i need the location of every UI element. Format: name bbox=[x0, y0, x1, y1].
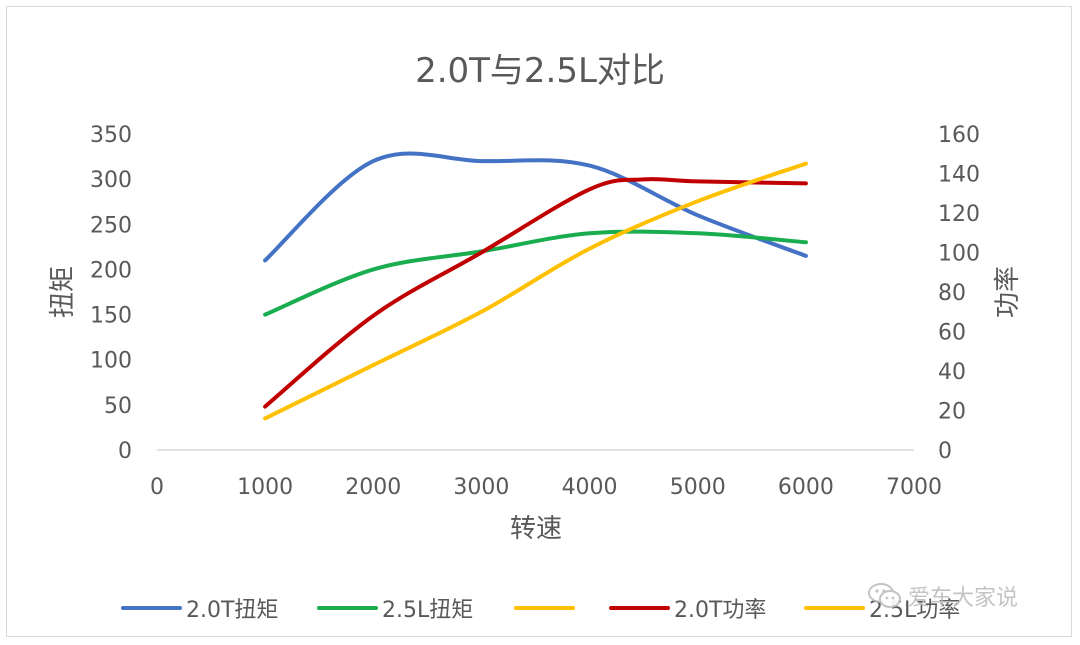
watermark-text: 爱车大家说 bbox=[908, 586, 1019, 611]
x-tick-labels: 0 1000 2000 3000 4000 5000 6000 7000 bbox=[150, 475, 942, 500]
y-right-tick-label: 100 bbox=[938, 242, 980, 267]
y-right-tick-label: 40 bbox=[938, 360, 966, 385]
y-right-tick-label: 80 bbox=[938, 281, 966, 306]
y-right-tick-label: 0 bbox=[938, 439, 952, 464]
x-tick-label: 7000 bbox=[886, 475, 942, 500]
chart-title: 2.0T与2.5L对比 bbox=[415, 51, 665, 91]
watermark: 爱车大家说 bbox=[868, 580, 1018, 612]
x-tick-label: 1000 bbox=[237, 475, 293, 500]
x-tick-label: 6000 bbox=[778, 475, 834, 500]
x-axis-label: 转速 bbox=[510, 514, 562, 544]
y-left-tick-label: 50 bbox=[104, 394, 132, 419]
y-left-tick-label: 200 bbox=[90, 258, 132, 283]
y-left-tick-label: 0 bbox=[118, 439, 132, 464]
y-left-tick-label: 350 bbox=[90, 123, 132, 148]
y-right-tick-label: 140 bbox=[938, 163, 980, 188]
legend-label: 2.5L扭矩 bbox=[382, 598, 473, 623]
y-left-tick-label: 250 bbox=[90, 213, 132, 238]
legend-label: 2.0T扭矩 bbox=[186, 598, 278, 623]
legend: 2.0T扭矩 2.5L扭矩 2.0T功率 2.5L功率 bbox=[121, 598, 960, 623]
y-right-tick-label: 20 bbox=[938, 400, 966, 425]
series-line-1 bbox=[263, 229, 808, 317]
series-line-0 bbox=[263, 151, 808, 263]
wechat-icon bbox=[868, 582, 902, 610]
y-right-axis-label: 功率 bbox=[993, 266, 1023, 318]
x-tick-label: 3000 bbox=[453, 475, 509, 500]
series-line-2 bbox=[263, 177, 808, 409]
y-right-tick-label: 160 bbox=[938, 123, 980, 148]
y-left-tick-label: 100 bbox=[90, 349, 132, 374]
series-lines bbox=[263, 151, 808, 421]
x-tick-label: 4000 bbox=[562, 475, 618, 500]
x-tick-label: 5000 bbox=[670, 475, 726, 500]
x-tick-label: 2000 bbox=[345, 475, 401, 500]
legend-label: 2.0T功率 bbox=[674, 598, 766, 623]
y-left-tick-label: 150 bbox=[90, 304, 132, 329]
y-right-tick-label: 120 bbox=[938, 202, 980, 227]
x-tick-label: 0 bbox=[150, 475, 164, 500]
y-left-axis-label: 扭矩 bbox=[48, 266, 78, 318]
y-left-tick-label: 300 bbox=[90, 168, 132, 193]
y-right-tick-labels: 0 20 40 60 80 100 120 140 160 bbox=[938, 123, 980, 464]
series-line-3 bbox=[263, 161, 808, 421]
chart-frame bbox=[6, 6, 1072, 637]
y-right-tick-label: 60 bbox=[938, 321, 966, 346]
y-left-tick-labels: 0 50 100 150 200 250 300 350 bbox=[90, 123, 132, 464]
